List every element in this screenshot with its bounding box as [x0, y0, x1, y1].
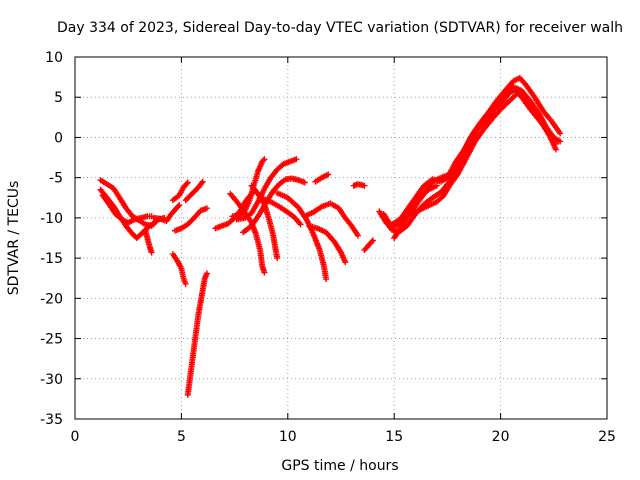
y-tick-label: -15 [40, 251, 63, 267]
x-tick-label: 0 [71, 429, 80, 445]
chart-title: Day 334 of 2023, Sidereal Day-to-day VTE… [57, 20, 623, 36]
data-point [361, 182, 368, 189]
interpolated-point [183, 180, 190, 187]
data-point [199, 178, 206, 185]
data-point [557, 138, 564, 145]
data-point [323, 276, 330, 283]
interpolated-point [260, 157, 267, 164]
x-tick-label: 5 [177, 429, 186, 445]
x-tick-label: 15 [385, 429, 403, 445]
data-point [301, 179, 308, 186]
y-tick-label: -5 [49, 171, 63, 187]
data-point [203, 270, 210, 277]
y-tick-label: 5 [54, 90, 63, 106]
data-point [274, 255, 281, 262]
x-tick-label: 10 [279, 429, 297, 445]
interpolated-point [175, 203, 182, 210]
y-tick-label: 0 [54, 130, 63, 146]
data-points [97, 74, 564, 398]
y-tick-label: -20 [40, 291, 63, 307]
data-point [261, 269, 268, 276]
data-point [557, 130, 564, 137]
data-point [293, 156, 300, 163]
x-tick-label: 25 [598, 429, 616, 445]
grid-lines [75, 57, 607, 419]
y-tick-label: -35 [40, 412, 63, 428]
data-point [325, 171, 332, 178]
data-point [342, 259, 349, 266]
data-point [552, 146, 559, 153]
x-axis-label: GPS time / hours [281, 458, 398, 474]
data-point [176, 202, 183, 209]
data-point [261, 156, 268, 163]
plot-frame [74, 56, 608, 420]
y-tick-label: -30 [40, 372, 63, 388]
data-point [182, 280, 189, 287]
data-point [184, 179, 191, 186]
axis-ticks: 0 5 10 15 20 25 -35 -30 -25 -20 -15 -10 -5 0 5 10 [40, 50, 616, 445]
data-point [433, 182, 440, 189]
data-point [203, 205, 210, 212]
data-point [369, 237, 376, 244]
y-tick-label: 10 [45, 50, 63, 66]
y-tick-label: -10 [40, 211, 63, 227]
y-tick-label: -25 [40, 332, 63, 348]
data-point [148, 249, 155, 256]
x-tick-label: 20 [492, 429, 510, 445]
data-point [297, 221, 304, 228]
data-point [355, 232, 362, 239]
y-axis-label: SDTVAR / TECUs [6, 181, 22, 296]
